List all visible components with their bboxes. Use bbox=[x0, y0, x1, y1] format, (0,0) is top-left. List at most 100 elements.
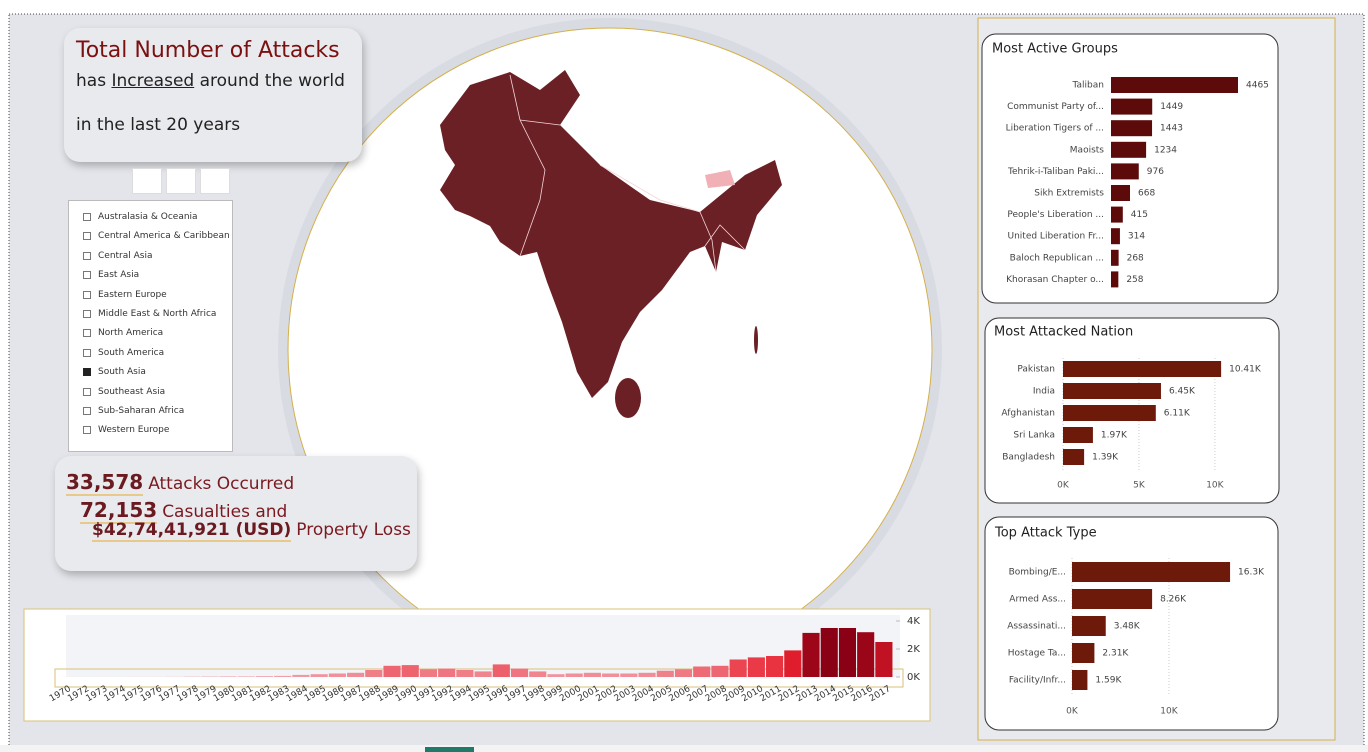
slicer-item[interactable]: Southeast Asia bbox=[83, 387, 165, 397]
bar bbox=[419, 669, 438, 677]
bar bbox=[1111, 206, 1123, 223]
category-label: Afghanistan bbox=[1001, 409, 1055, 419]
slicer-label: North America bbox=[98, 328, 164, 339]
checkbox[interactable] bbox=[83, 310, 91, 318]
bar bbox=[219, 676, 237, 677]
slicer-item[interactable]: South Asia bbox=[83, 367, 146, 377]
slicer-item[interactable]: North America bbox=[83, 328, 163, 338]
bar bbox=[1072, 562, 1231, 582]
bar bbox=[1072, 616, 1106, 636]
slicer-item[interactable]: Central Asia bbox=[83, 251, 153, 261]
card-title: Most Active Groups bbox=[992, 42, 1118, 57]
bar bbox=[1072, 670, 1088, 690]
data-label: 4465 bbox=[1246, 81, 1269, 91]
focus-button[interactable] bbox=[166, 168, 196, 194]
slicer-item[interactable]: Central America & Caribbean bbox=[83, 231, 230, 241]
data-label: 976 bbox=[1147, 167, 1164, 177]
slicer-item[interactable]: Sub-Saharan Africa bbox=[83, 406, 184, 416]
slicer-label: Australasia & Oceania bbox=[98, 212, 198, 222]
axis-box bbox=[54, 668, 904, 688]
checkbox[interactable] bbox=[83, 271, 91, 280]
bar bbox=[693, 666, 711, 677]
region-shape bbox=[705, 170, 735, 188]
data-label: 268 bbox=[1127, 253, 1144, 263]
kpi-label: Property Loss bbox=[296, 520, 411, 540]
bar bbox=[1111, 185, 1131, 201]
kpi-card: 33,578 Attacks Occurred 72,153 Casualties a… bbox=[55, 456, 417, 571]
bar bbox=[510, 668, 529, 677]
bar bbox=[474, 671, 492, 677]
slicer-item[interactable]: East Asia bbox=[83, 270, 139, 280]
bar bbox=[529, 671, 547, 677]
bar bbox=[674, 669, 693, 677]
filter-button[interactable] bbox=[132, 168, 162, 194]
border-line bbox=[509, 74, 746, 273]
checkbox[interactable] bbox=[83, 251, 91, 260]
category-label: Taliban bbox=[1072, 81, 1104, 91]
bar bbox=[838, 628, 857, 677]
bar bbox=[492, 664, 510, 677]
data-label: 1449 bbox=[1160, 102, 1183, 112]
x-tick-label: 10K bbox=[1160, 707, 1178, 717]
data-label: 3.48K bbox=[1114, 622, 1141, 632]
bar bbox=[1063, 405, 1156, 421]
data-label: 6.11K bbox=[1164, 409, 1191, 419]
category-label: Pakistan bbox=[1017, 365, 1055, 375]
bar bbox=[747, 657, 765, 677]
bar bbox=[1111, 77, 1238, 93]
data-label: 258 bbox=[1126, 275, 1143, 285]
bar bbox=[766, 656, 784, 677]
category-label: Hostage Ta... bbox=[1008, 649, 1066, 659]
bar bbox=[638, 672, 656, 677]
checkbox[interactable] bbox=[83, 348, 91, 357]
data-label: 8.26K bbox=[1160, 595, 1187, 605]
bar bbox=[1063, 427, 1093, 443]
slicer-item[interactable]: Middle East & North Africa bbox=[83, 309, 216, 319]
region-slicer: Australasia & Oceania Central America & C… bbox=[68, 200, 233, 452]
slicer-label: South Asia bbox=[98, 367, 146, 378]
checkbox[interactable] bbox=[83, 407, 91, 415]
slicer-item[interactable]: South America bbox=[83, 348, 164, 358]
card-title: Most Attacked Nation bbox=[994, 325, 1133, 340]
bar bbox=[383, 665, 401, 677]
category-label: Sri Lanka bbox=[1013, 431, 1055, 441]
data-label: 668 bbox=[1138, 189, 1155, 199]
bar bbox=[875, 642, 893, 677]
bar bbox=[620, 673, 638, 677]
card-title: Top Attack Type bbox=[994, 526, 1097, 541]
category-label: India bbox=[1033, 387, 1055, 397]
bar bbox=[1111, 271, 1119, 288]
bar bbox=[310, 674, 328, 677]
checkbox[interactable] bbox=[83, 387, 91, 396]
kpi-value: 72,153 bbox=[80, 498, 158, 524]
checkbox[interactable] bbox=[83, 232, 91, 241]
checkbox[interactable] bbox=[83, 426, 91, 435]
more-button[interactable] bbox=[200, 168, 230, 194]
slicer-item[interactable]: Western Europe bbox=[83, 425, 169, 435]
bar bbox=[328, 673, 346, 677]
category-label: Sikh Extremists bbox=[1034, 189, 1104, 199]
bar bbox=[1072, 589, 1153, 609]
slicer-item[interactable]: Eastern Europe bbox=[83, 290, 167, 300]
checkbox[interactable] bbox=[83, 368, 91, 377]
slicer-item[interactable]: Australasia & Oceania bbox=[83, 212, 198, 222]
data-label: 2.31K bbox=[1102, 649, 1129, 659]
bar bbox=[365, 670, 383, 677]
data-label: 1.97K bbox=[1101, 431, 1128, 441]
data-label: 1.59K bbox=[1095, 676, 1122, 686]
category-label: Baloch Republican ... bbox=[1010, 253, 1104, 263]
slicer-label: East Asia bbox=[98, 270, 140, 281]
bar bbox=[547, 674, 565, 677]
category-label: United Liberation Fr... bbox=[1008, 232, 1105, 242]
checkbox[interactable] bbox=[83, 290, 91, 299]
checkbox[interactable] bbox=[83, 329, 91, 338]
category-label: Armed Ass... bbox=[1009, 595, 1066, 605]
checkbox[interactable] bbox=[83, 213, 91, 221]
data-label: 6.45K bbox=[1169, 387, 1196, 397]
data-label: 1.39K bbox=[1092, 453, 1119, 463]
data-label: 1234 bbox=[1154, 145, 1177, 155]
category-label: Communist Party of... bbox=[1007, 102, 1104, 112]
headline-title: Total Number of Attacks bbox=[76, 38, 340, 63]
